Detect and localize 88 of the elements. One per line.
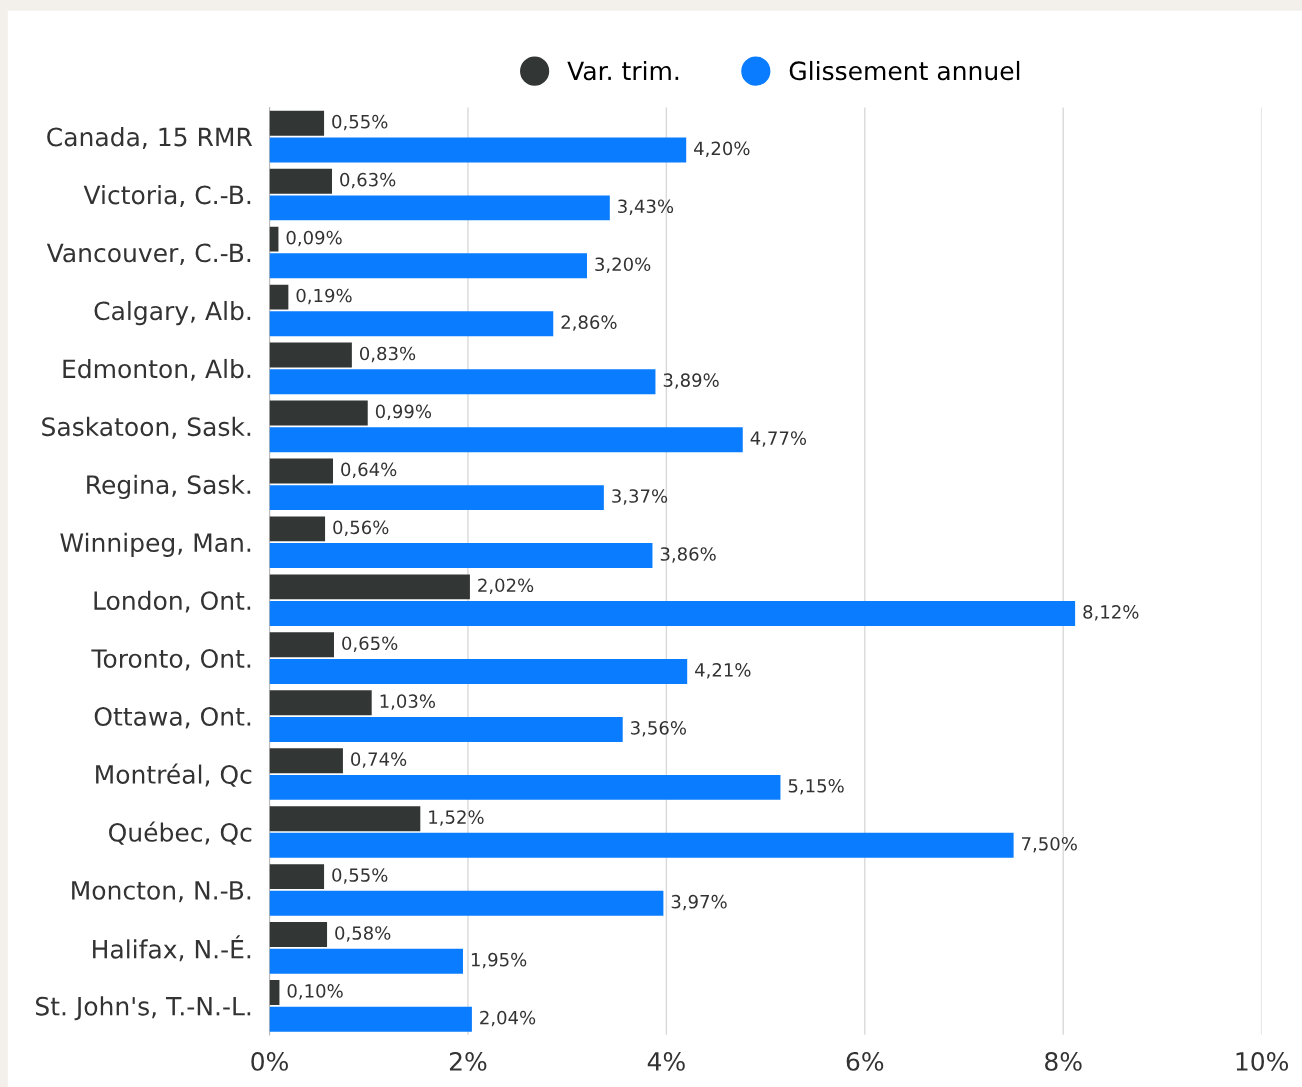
- data-label: 0,09%: [286, 230, 342, 247]
- data-label: 5,15%: [788, 778, 844, 795]
- bar: [269, 427, 743, 453]
- data-label: 2,02%: [478, 578, 534, 594]
- x-tick-label: 10%: [1236, 1051, 1289, 1071]
- bar: [269, 516, 326, 542]
- bar: [269, 1006, 472, 1032]
- legend-label: Glissement annuel: [789, 60, 1020, 81]
- bar: [269, 774, 781, 800]
- bar: [269, 311, 554, 337]
- bar: [269, 168, 333, 194]
- data-label: 4,20%: [694, 141, 750, 157]
- data-label: 7,50%: [1022, 836, 1077, 853]
- data-label: 0,83%: [360, 346, 416, 363]
- data-label: 0,65%: [342, 636, 398, 652]
- bar: [269, 284, 289, 310]
- data-label: 8,12%: [1083, 605, 1139, 621]
- y-tick-label: Regina, Sask.: [87, 474, 251, 499]
- bar: [269, 832, 1014, 858]
- bar: [269, 890, 664, 916]
- bar: [269, 690, 372, 716]
- data-label: 1,03%: [380, 694, 436, 710]
- data-label: 1,52%: [429, 810, 484, 826]
- bar: [269, 980, 280, 1005]
- data-label: 3,56%: [631, 721, 687, 737]
- data-label: 0,55%: [332, 114, 388, 131]
- bar: [269, 110, 325, 136]
- data-label: 1,95%: [471, 952, 527, 969]
- data-label: 4,21%: [695, 663, 751, 679]
- bar: [269, 948, 463, 974]
- y-tick-label: Montréal, Qc: [96, 763, 252, 787]
- y-tick-label: Edmonton, Alb.: [63, 358, 251, 381]
- x-tick-label: 6%: [846, 1051, 884, 1071]
- bar: [269, 748, 343, 774]
- bar: [269, 458, 334, 484]
- data-label: 3,20%: [595, 257, 651, 273]
- y-tick-label: St. John's, T.-N.-L.: [35, 996, 251, 1021]
- x-tick-label: 2%: [449, 1051, 487, 1071]
- y-tick-label: Toronto, Ont.: [91, 649, 251, 671]
- bar: [269, 574, 470, 600]
- data-label: 3,43%: [618, 199, 674, 215]
- bar: [269, 226, 279, 252]
- bar: [269, 253, 587, 279]
- bar: [269, 632, 334, 658]
- y-tick-label: Victoria, C.-B.: [83, 185, 251, 207]
- data-label: 3,37%: [612, 489, 668, 505]
- data-label: 0,64%: [341, 462, 397, 479]
- y-tick-label: London, Ont.: [94, 590, 251, 613]
- data-label: 0,74%: [351, 752, 407, 768]
- bar: [269, 369, 656, 395]
- bar: [269, 659, 688, 684]
- y-tick-label: Saskatoon, Sask.: [42, 416, 251, 439]
- data-label: 2,04%: [480, 1010, 536, 1027]
- bar: [269, 400, 368, 426]
- bar: [269, 716, 623, 742]
- data-label: 0,58%: [335, 926, 391, 942]
- data-label: 0,55%: [332, 868, 388, 884]
- data-label: 0,19%: [296, 288, 352, 305]
- bar: [269, 806, 421, 832]
- legend-label: Var. trim.: [567, 60, 679, 81]
- x-tick-label: 4%: [647, 1051, 685, 1071]
- data-label: 2,86%: [561, 315, 617, 331]
- x-tick-label: 0%: [251, 1051, 288, 1071]
- y-tick-label: Calgary, Alb.: [94, 300, 251, 326]
- bar: [269, 601, 1076, 626]
- y-tick-label: Halifax, N.-É.: [93, 935, 251, 962]
- data-label: 0,10%: [287, 984, 343, 1000]
- data-label: 3,86%: [660, 547, 716, 563]
- bar: [269, 195, 610, 221]
- bar: [269, 864, 325, 890]
- y-tick-label: Moncton, N.-B.: [72, 881, 251, 903]
- bar: [269, 342, 352, 368]
- y-tick-label: Canada, 15 RMR: [47, 127, 253, 149]
- x-tick-label: 8%: [1045, 1051, 1082, 1071]
- data-label: 0,99%: [375, 404, 432, 421]
- y-tick-label: Ottawa, Ont.: [94, 707, 251, 729]
- data-label: 3,89%: [663, 373, 719, 389]
- bar: [269, 485, 604, 511]
- y-tick-label: Winnipeg, Man.: [60, 532, 251, 557]
- data-label: 0,63%: [340, 172, 396, 189]
- bar: [269, 922, 328, 948]
- data-label: 0,56%: [333, 520, 389, 536]
- data-label: 3,97%: [671, 894, 727, 911]
- y-tick-label: Vancouver, C.-B.: [46, 243, 251, 265]
- bar: [269, 137, 687, 163]
- bar: [269, 543, 653, 569]
- y-tick-label: Québec, Qc: [109, 821, 252, 845]
- data-label: 4,77%: [750, 431, 807, 447]
